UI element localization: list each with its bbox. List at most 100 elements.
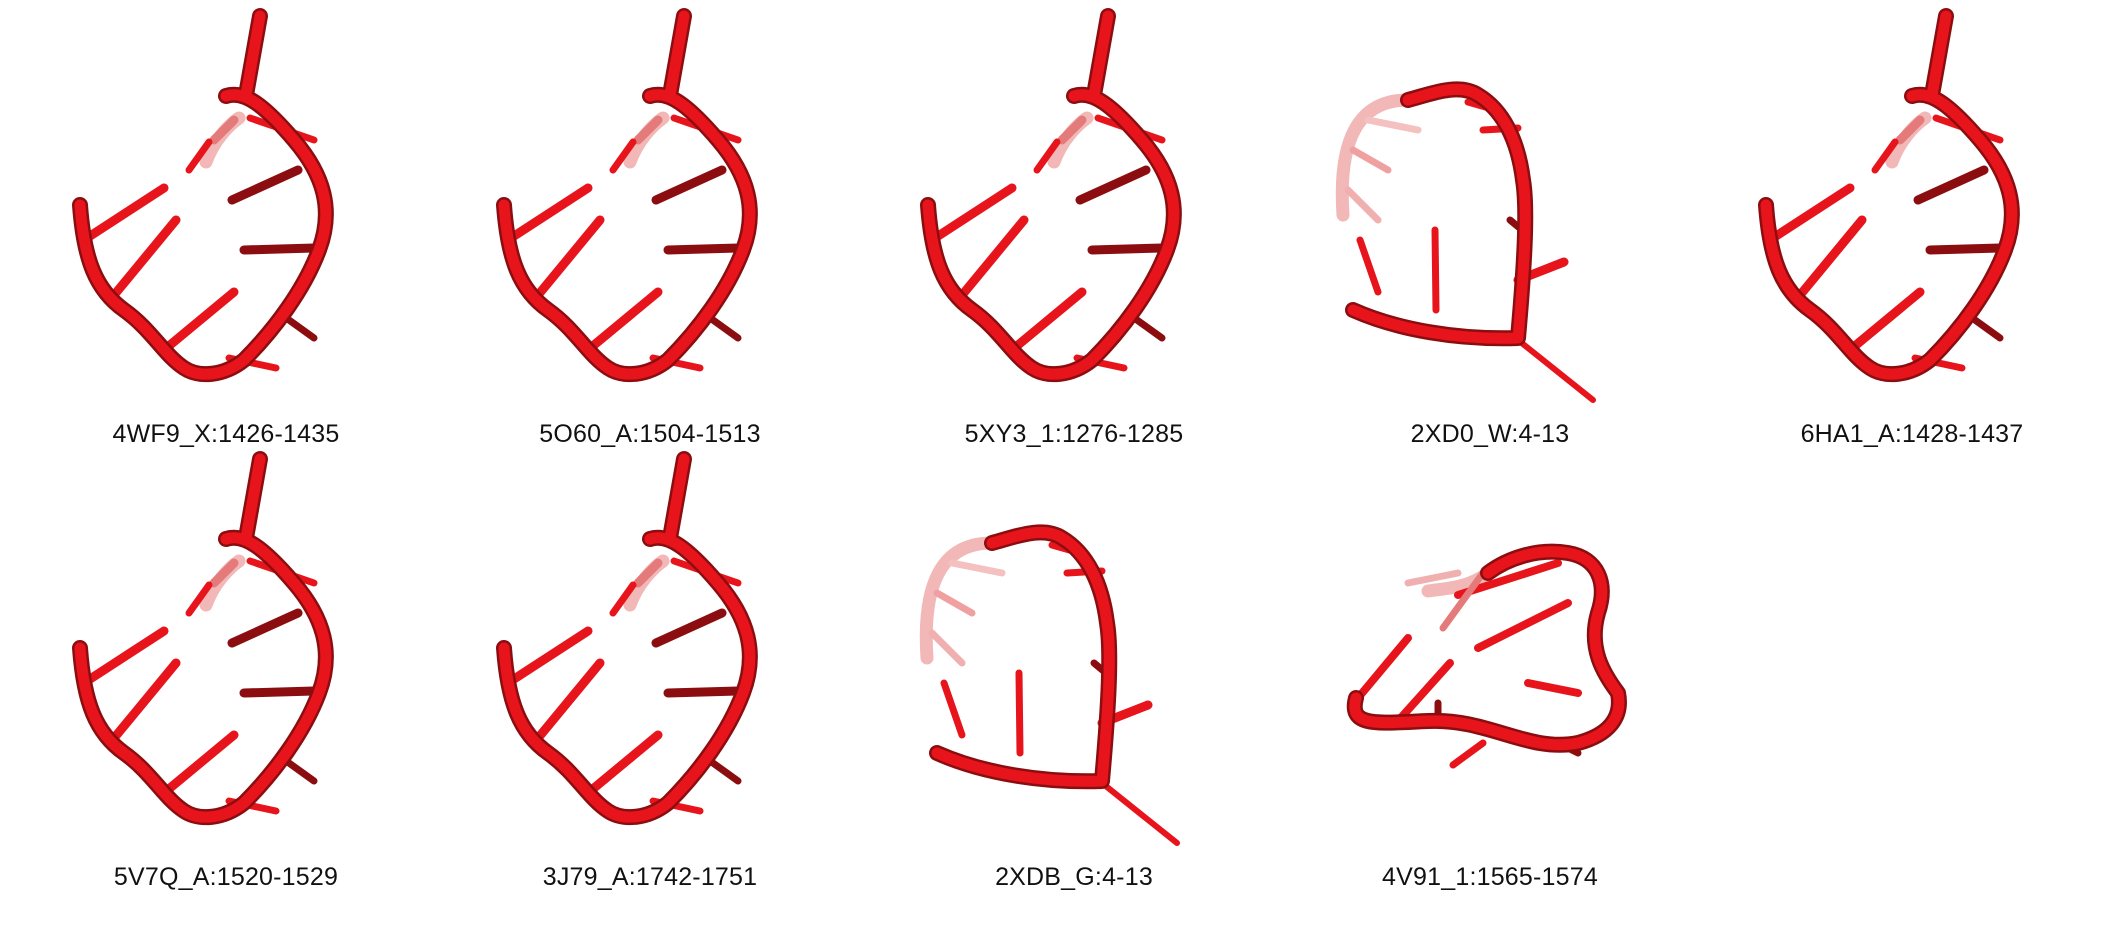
nucleotide-base-stick [1356,236,1382,296]
nucleotide-base-stick [609,138,637,174]
nucleotide-base-stick [1354,634,1412,702]
nucleotide-base-stick [663,243,743,255]
rna-cartoon-2xd0 [1335,81,1596,403]
nucleotide-base-stick [185,138,213,174]
rna-cartoon-5o60 [496,8,758,383]
structure-label: 4V91_1:1565-1574 [1382,863,1598,891]
structure-panel-5o60: 5O60_A:1504-1513 [438,8,862,455]
rna-backbone-tube [922,10,1180,380]
backbone-faded-segment [1335,93,1415,222]
nucleotide-base-stick [1791,215,1867,305]
nucleotide-base-stick [529,658,605,748]
nucleotide-base-stick [1364,116,1422,134]
rna-backbone-tube [498,10,756,380]
nucleotide-base-stick [1524,679,1582,697]
nucleotide-base-stick [933,589,976,617]
rna-backbone-tube [1760,10,2018,380]
nucleotide-base-stick [940,679,966,739]
structure-label: 3J79_A:1742-1751 [542,863,758,891]
rna-backbone-tube [498,453,756,823]
nucleotide-base-stick [503,183,593,245]
nucleotide-base-stick [1971,316,2004,342]
rna-cartoon-4wf9 [72,8,334,383]
nucleotide-base-stick [209,558,239,588]
structure-label: 5XY3_1:1276-1285 [964,420,1184,448]
nucleotide-base-stick [503,626,593,688]
nucleotide-base-stick [105,658,181,748]
nucleotide-base-stick [185,581,213,617]
nucleotide-base-stick [633,558,663,588]
nucleotide-base-stick [651,608,727,648]
nucleotide-base-stick [1895,115,1925,145]
nucleotide-base-stick [709,759,742,785]
rna-backbone-tube [74,453,332,823]
structure-panel-5v7q: 5V7Q_A:1520-1529 [14,451,438,898]
nucleotide-base-stick [285,759,318,785]
nucleotide-base-stick [1449,739,1487,769]
structure-panel-6ha1: 6HA1_A:1428-1437 [1700,8,2120,455]
nucleotide-base-stick [1344,186,1382,224]
rna-backbone-tube [74,10,332,380]
rna-cartoon-4v91 [1346,543,1627,769]
nucleotide-base-stick [1845,287,1925,355]
rna-cartoon-3j79 [496,451,758,826]
rna-cartoon-5xy3 [920,8,1182,383]
structure-panel-2xd0: 2XD0_W:4-13 [1278,10,1702,455]
nucleotide-base-stick [159,287,239,355]
nucleotide-base-stick [529,215,605,305]
structure-label: 5V7Q_A:1520-1529 [113,863,339,891]
nucleotide-base-stick [159,730,239,798]
nucleotide-base-stick [1033,138,1061,174]
nucleotide-base-stick [239,243,319,255]
structure-panel-5xy3: 5XY3_1:1276-1285 [862,8,1286,455]
nucleotide-base-stick [948,559,1006,577]
nucleotide-base-stick [1057,115,1087,145]
structure-panel-4v91: 4V91_1:1565-1574 [1278,453,1702,898]
nucleotide-base-stick [1439,569,1487,632]
nucleotide-base-stick [79,183,169,245]
structure-label: 4WF9_X:1426-1435 [112,420,340,448]
nucleotide-base-stick [583,730,663,798]
nucleotide-base-stick [227,165,303,205]
nucleotide-base-stick [1515,337,1596,403]
nucleotide-base-stick [1431,226,1440,314]
nucleotide-base-stick [927,183,1017,245]
structure-label: 5O60_A:1504-1513 [539,420,761,448]
nucleotide-base-stick [1087,243,1167,255]
structure-label: 6HA1_A:1428-1437 [1800,420,2024,448]
nucleotide-base-stick [1007,287,1087,355]
nucleotide-base-stick [105,215,181,305]
nucleotide-base-stick [928,629,966,667]
structure-panel-4wf9: 4WF9_X:1426-1435 [14,8,438,455]
nucleotide-base-stick [79,626,169,688]
nucleotide-base-stick [953,215,1029,305]
nucleotide-base-stick [209,115,239,145]
structure-label: 2XDB_G:4-13 [995,863,1153,891]
nucleotide-base-stick [1404,569,1462,587]
backbone-faded-segment [919,536,999,665]
rna-cartoon-2xdb [919,524,1180,846]
nucleotide-base-stick [239,686,319,698]
rna-cartoon-6ha1 [1758,8,2020,383]
nucleotide-base-stick [1099,780,1180,846]
nucleotide-base-stick [1133,316,1166,342]
nucleotide-base-stick [709,316,742,342]
rna-cartoon-5v7q [72,451,334,826]
nucleotide-base-stick [285,316,318,342]
nucleotide-base-stick [1075,165,1151,205]
nucleotide-base-stick [1015,669,1024,757]
nucleotide-base-stick [1349,146,1392,174]
nucleotide-base-stick [583,287,663,355]
nucleotide-base-stick [663,686,743,698]
nucleotide-base-stick [227,608,303,648]
rna-backbone-tube [1347,83,1531,344]
nucleotide-base-stick [1925,243,2005,255]
nucleotide-base-stick [1871,138,1899,174]
nucleotide-base-stick [1474,599,1572,652]
nucleotide-base-stick [1765,183,1855,245]
nucleotide-base-stick [609,581,637,617]
structure-label: 2XD0_W:4-13 [1410,420,1570,448]
rna-backbone-tube [1349,546,1625,751]
structure-panel-2xdb: 2XDB_G:4-13 [862,453,1286,898]
nucleotide-base-stick [633,115,663,145]
